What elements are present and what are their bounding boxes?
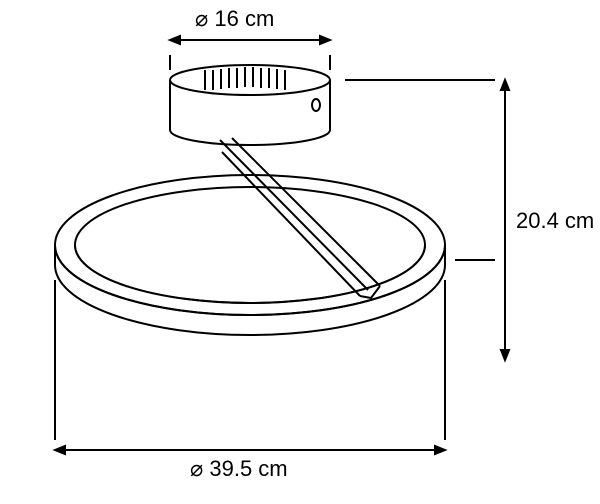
top-diameter-label: ⌀ 16 cm — [195, 6, 274, 32]
height-label: 20.4 cm — [516, 208, 594, 234]
bottom-diameter-label: ⌀ 39.5 cm — [190, 456, 288, 482]
